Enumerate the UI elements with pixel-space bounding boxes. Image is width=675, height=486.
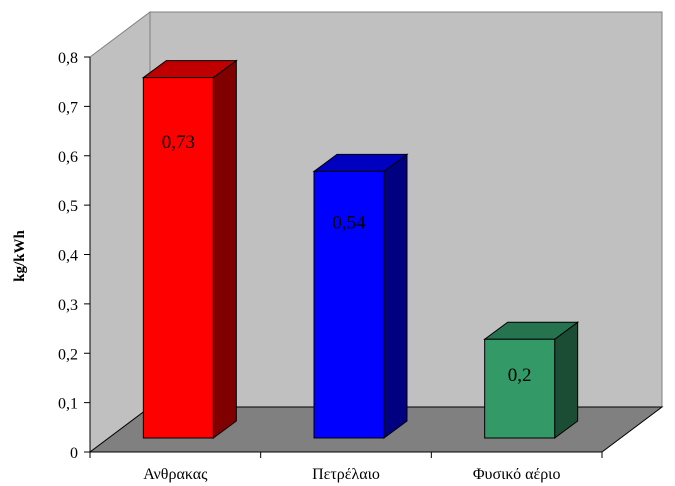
y-tick-label: 0,8: [58, 50, 78, 67]
y-tick-label: 0,7: [58, 99, 78, 116]
x-tick-label: Πετρέλαιο: [312, 466, 380, 483]
bar-data-label: 0,54: [332, 213, 366, 234]
bars-group: 0,73 0,54 0,2: [141, 59, 580, 439]
bar-side-face: [554, 321, 579, 439]
y-tick-label: 0,1: [58, 396, 78, 413]
y-tick-label: 0,4: [58, 248, 78, 265]
bar-side-face: [212, 59, 237, 439]
y-axis-title: kg/kWh: [12, 229, 28, 281]
x-axis-ticks: [89, 452, 603, 458]
bar-data-label: 0,2: [508, 365, 532, 386]
bar: [313, 170, 385, 439]
y-tick-label: 0: [70, 445, 78, 462]
y-tick-label: 0,2: [58, 346, 78, 363]
y-tick-label: 0,6: [58, 149, 78, 166]
y-axis-ticks: 0 0,1 0,2 0,3 0,4 0,5 0,6 0,7 0,8: [58, 50, 90, 462]
bar: [142, 77, 214, 439]
y-tick-label: 0,5: [58, 198, 78, 215]
y-tick-label: 0,3: [58, 297, 78, 314]
x-tick-label: Φυσικό αέριο: [473, 466, 561, 483]
chart-side-wall: [89, 11, 151, 453]
bar-data-label: 0,73: [162, 132, 195, 153]
bar: [484, 338, 556, 439]
x-tick-label: Ανθρακας: [143, 466, 208, 483]
bar-side-face: [383, 153, 408, 439]
x-axis-labels: Ανθρακας Πετρέλαιο Φυσικό αέριο: [143, 466, 560, 483]
